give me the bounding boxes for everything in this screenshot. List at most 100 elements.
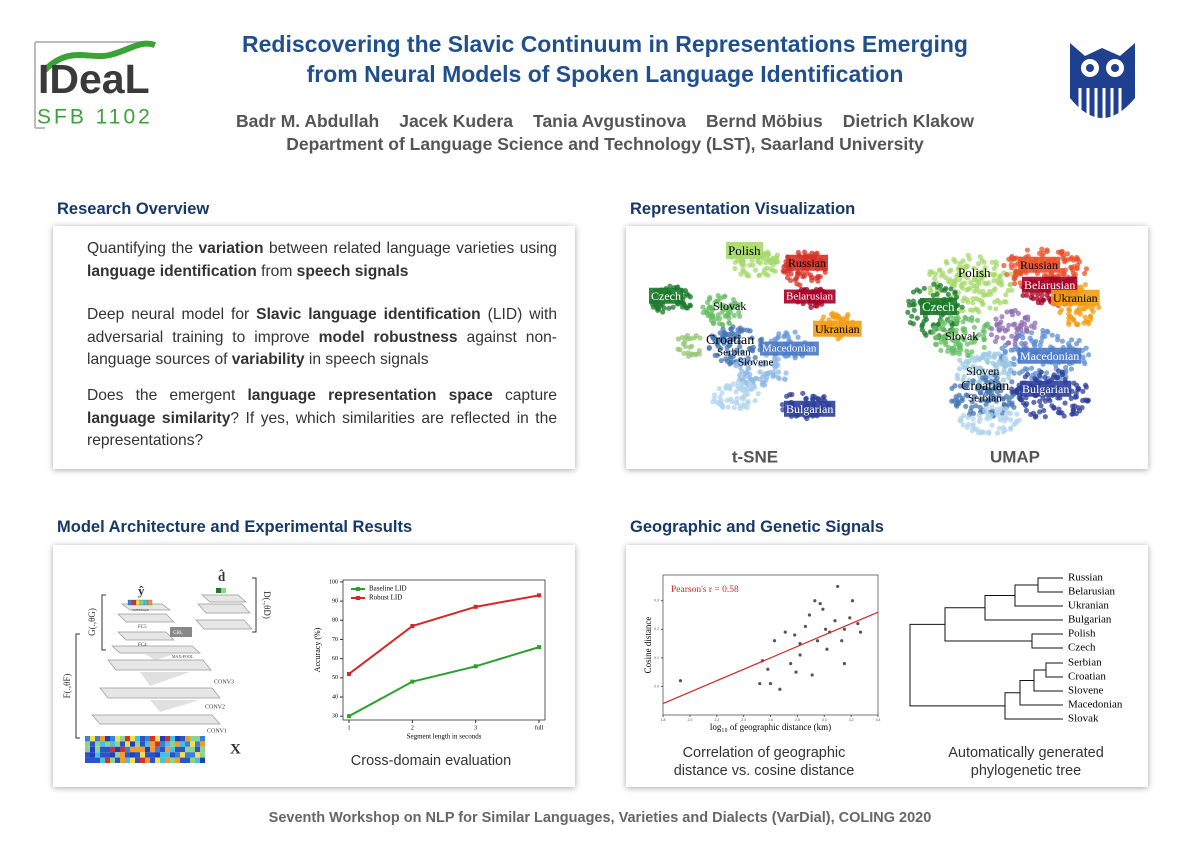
embedding-dot (986, 430, 992, 436)
embedding-dot (975, 261, 982, 267)
embedding-dot (1016, 370, 1023, 376)
embedding-dot (1019, 319, 1025, 325)
embedding-dot (940, 270, 946, 276)
embedding-dot (964, 341, 971, 347)
logo-frame (34, 41, 150, 129)
embedding-dot (1003, 358, 1009, 364)
embedding-dot (1055, 368, 1062, 374)
embedding-dot (1022, 315, 1028, 321)
embedding-dot (954, 320, 960, 326)
embedding-dot (1000, 369, 1006, 376)
embedding-dot (976, 309, 982, 315)
tree-label: Polish (1068, 628, 1096, 640)
embedding-dot (1012, 269, 1019, 275)
embedding-dot (969, 399, 975, 405)
embedding-dot (755, 391, 761, 397)
embedding-dot (767, 369, 773, 376)
output-cell (147, 599, 153, 606)
embedding-dot (991, 353, 997, 359)
caption-line: Correlation of geographic (682, 745, 846, 761)
legend-marker (356, 587, 360, 591)
embedding-dot (942, 333, 948, 339)
embedding-dot (689, 343, 695, 349)
embedding-dot (1061, 271, 1067, 277)
embedding-dot (759, 336, 765, 342)
embedding-dot (970, 370, 976, 376)
embedding-dot (953, 331, 959, 337)
logo-text: IDeaL (38, 56, 150, 102)
embedding-dot (962, 314, 968, 320)
embedding-dot (772, 357, 779, 363)
embedding-dot (1038, 403, 1044, 409)
caption: Automatically generated phylogenetic tree (916, 744, 1136, 780)
embedding-dot (997, 417, 1003, 423)
embedding-dot (960, 412, 967, 418)
embedding-dot (749, 257, 755, 263)
embedding-dot (919, 327, 925, 333)
embedding-dot (962, 280, 968, 286)
panel: 1.8 2.0 2.2 2.4 2.6 2.8 3.0 3.2 3.4 0.0 0.1 0.2 0.3 P… (626, 545, 1148, 787)
embedding-dot (1020, 292, 1026, 299)
embedding-dot (1020, 335, 1026, 341)
embedding-dot (1062, 400, 1068, 406)
legend-label: Robust LID (369, 594, 402, 602)
embedding-dot (997, 300, 1003, 306)
embedding-dot (1039, 292, 1045, 298)
embedding-dot (745, 365, 751, 371)
scatter-point (858, 630, 863, 634)
layer (195, 619, 253, 630)
embedding-dot (721, 294, 727, 300)
embedding-dot (1082, 361, 1088, 367)
embedding-dot (1037, 409, 1043, 415)
embedding-dot (1074, 382, 1080, 388)
embedding-dot (1040, 395, 1046, 401)
spectrogram-cell (150, 752, 155, 758)
embedding-dot (710, 399, 716, 405)
embedding-dot (1017, 280, 1023, 286)
label-background (649, 287, 683, 304)
tree-branch (1031, 633, 1063, 649)
embedding-dot (1024, 328, 1030, 334)
embedding-dot (715, 292, 721, 299)
embedding-dot (817, 274, 823, 280)
embedding-dot (741, 374, 747, 380)
embedding-dot (985, 413, 991, 419)
series-line (348, 594, 540, 675)
embedding-dot (739, 368, 745, 375)
embedding-dot (1053, 375, 1060, 381)
embedding-dot (951, 278, 958, 284)
embedding-dot (958, 283, 964, 289)
cluster-label: Czech (651, 289, 681, 303)
embedding-dot (948, 286, 954, 292)
embedding-dot (933, 335, 939, 341)
spectrogram-cell (155, 746, 160, 753)
label-background (813, 320, 862, 337)
embedding-dot (994, 430, 1001, 436)
scatter-point (842, 627, 847, 631)
embedding-dot (964, 364, 970, 370)
section-title: Representation Visualization (630, 200, 856, 218)
spectrogram-cell (165, 741, 170, 747)
diagram-label: SOFTMAX (132, 608, 149, 612)
output-cell (131, 599, 137, 606)
embedding-dot (769, 258, 776, 264)
diagram-label: X (230, 741, 241, 757)
embedding-dot (1004, 309, 1010, 315)
embedding-dot (696, 351, 703, 357)
embedding-dot (927, 285, 933, 291)
embedding-dot (1011, 255, 1018, 261)
embedding-dot (973, 295, 979, 302)
scatter-point (836, 584, 840, 589)
embedding-dot (959, 304, 965, 310)
embedding-dot (960, 422, 966, 428)
embedding-dot (949, 322, 955, 328)
cluster-label: Russian (788, 256, 826, 270)
embedding-dot (724, 358, 731, 364)
embedding-dot (964, 424, 970, 430)
tree-label: Croatian (1068, 671, 1106, 683)
embedding-dot (979, 397, 985, 403)
embedding-dot (998, 405, 1004, 411)
cluster-label: Slovak (713, 299, 746, 313)
embedding-dot (1072, 403, 1078, 409)
spectrogram-cell (110, 746, 115, 753)
